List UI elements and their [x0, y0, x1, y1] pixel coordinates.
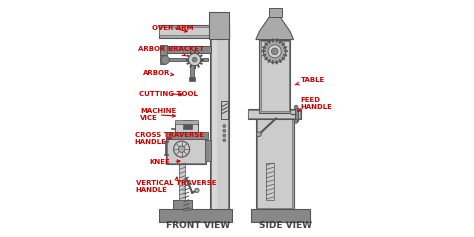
FancyBboxPatch shape [261, 41, 289, 111]
FancyBboxPatch shape [189, 77, 195, 81]
Text: ARBOR: ARBOR [143, 69, 173, 76]
FancyBboxPatch shape [211, 28, 218, 209]
Circle shape [294, 119, 298, 123]
Circle shape [256, 132, 261, 137]
FancyBboxPatch shape [173, 200, 192, 209]
Circle shape [223, 139, 226, 141]
Text: KNEE: KNEE [150, 159, 180, 165]
Circle shape [264, 40, 286, 63]
Circle shape [294, 105, 298, 109]
FancyBboxPatch shape [248, 110, 300, 118]
FancyBboxPatch shape [167, 58, 208, 61]
FancyBboxPatch shape [183, 120, 192, 129]
FancyBboxPatch shape [174, 123, 198, 132]
FancyBboxPatch shape [179, 163, 185, 200]
Text: FEED
HANDLE: FEED HANDLE [298, 97, 332, 111]
Text: MACHINE
VICE: MACHINE VICE [140, 109, 177, 122]
FancyBboxPatch shape [261, 101, 276, 110]
FancyBboxPatch shape [167, 132, 208, 139]
FancyBboxPatch shape [259, 40, 290, 113]
Polygon shape [256, 16, 293, 40]
Circle shape [161, 56, 169, 64]
Text: TABLE: TABLE [295, 77, 325, 85]
FancyBboxPatch shape [211, 24, 228, 222]
Circle shape [192, 57, 197, 62]
FancyBboxPatch shape [210, 23, 229, 222]
FancyBboxPatch shape [174, 120, 198, 124]
FancyBboxPatch shape [251, 209, 310, 222]
FancyBboxPatch shape [266, 163, 273, 200]
FancyBboxPatch shape [166, 137, 206, 164]
FancyBboxPatch shape [183, 208, 190, 210]
FancyBboxPatch shape [159, 209, 232, 222]
Circle shape [272, 48, 278, 55]
FancyBboxPatch shape [160, 55, 165, 64]
Text: FRONT VIEW: FRONT VIEW [166, 221, 230, 230]
FancyBboxPatch shape [205, 140, 211, 161]
Circle shape [223, 134, 226, 137]
Circle shape [178, 146, 185, 152]
FancyBboxPatch shape [160, 46, 211, 53]
Text: ARBOR BRACKET: ARBOR BRACKET [138, 46, 204, 56]
FancyBboxPatch shape [159, 25, 229, 38]
FancyBboxPatch shape [256, 113, 293, 209]
FancyBboxPatch shape [220, 101, 228, 118]
Circle shape [223, 129, 226, 132]
Text: CUTTING TOOL: CUTTING TOOL [139, 91, 198, 97]
FancyBboxPatch shape [269, 8, 282, 17]
Circle shape [173, 141, 190, 157]
Text: CROSS TRAVERSE
HANDLE: CROSS TRAVERSE HANDLE [135, 132, 204, 145]
Circle shape [189, 54, 201, 66]
FancyBboxPatch shape [247, 109, 301, 118]
FancyBboxPatch shape [295, 108, 298, 121]
FancyBboxPatch shape [167, 139, 205, 163]
FancyBboxPatch shape [209, 12, 229, 39]
Circle shape [223, 125, 226, 128]
Text: SIDE VIEW: SIDE VIEW [259, 221, 312, 230]
Text: VERTICAL TRAVERSE
HANDLE: VERTICAL TRAVERSE HANDLE [136, 177, 216, 193]
FancyBboxPatch shape [159, 27, 229, 35]
FancyBboxPatch shape [160, 46, 167, 55]
FancyBboxPatch shape [190, 61, 194, 79]
FancyBboxPatch shape [257, 114, 292, 208]
Circle shape [195, 188, 199, 192]
FancyBboxPatch shape [264, 98, 271, 108]
Text: OVER ARM: OVER ARM [152, 25, 194, 32]
Circle shape [268, 45, 281, 58]
